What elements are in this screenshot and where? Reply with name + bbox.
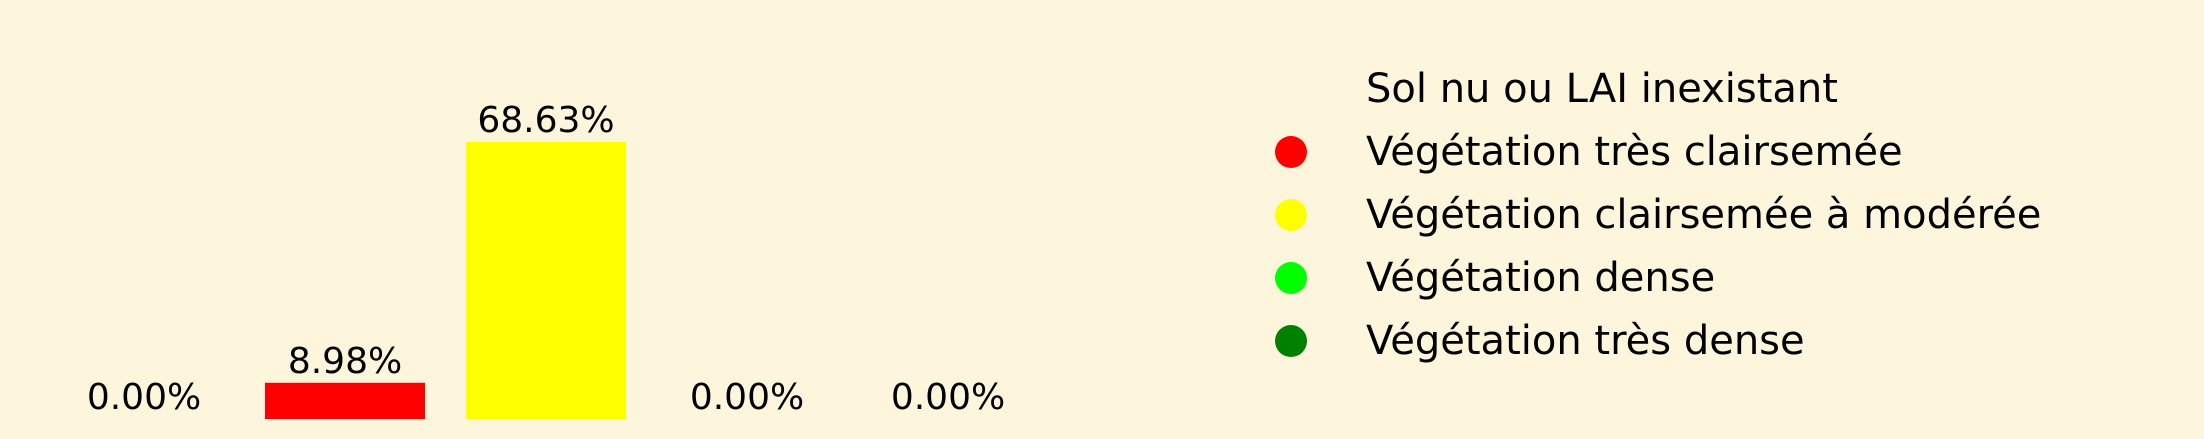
legend-marker-3 [1275, 199, 1307, 231]
legend-marker-5 [1275, 325, 1307, 357]
legend-label-3: Végétation clairsemée à modérée [1366, 192, 2041, 238]
data-label-2: 8.98% [288, 341, 402, 382]
legend-marker-2 [1275, 136, 1307, 168]
legend-label-4: Végétation dense [1366, 255, 1715, 301]
legend-label-2: Végétation très clairsemée [1366, 129, 1903, 175]
legend-label-5: Végétation très dense [1366, 318, 1805, 364]
bar-3 [466, 142, 626, 419]
legend-item-4: Végétation dense [1275, 255, 1715, 301]
legend-item-5: Végétation très dense [1275, 318, 1805, 364]
bar-2 [265, 382, 425, 419]
data-labels-layer: 0.00% 8.98% 68.63% 0.00% 0.00% [87, 100, 1005, 418]
legend-marker-4 [1275, 262, 1307, 294]
legend: Sol nu ou LAI inexistant Végétation très … [1275, 66, 2041, 364]
data-label-1: 0.00% [87, 377, 201, 418]
data-label-3: 68.63% [477, 100, 614, 141]
legend-item-1: Sol nu ou LAI inexistant [1275, 66, 1838, 112]
bars-layer [265, 142, 626, 419]
legend-item-2: Végétation très clairsemée [1275, 129, 1903, 175]
legend-item-3: Végétation clairsemée à modérée [1275, 192, 2041, 238]
legend-marker-1 [1275, 73, 1307, 105]
data-label-5: 0.00% [891, 377, 1005, 418]
legend-label-1: Sol nu ou LAI inexistant [1366, 66, 1838, 112]
data-label-4: 0.00% [690, 377, 804, 418]
